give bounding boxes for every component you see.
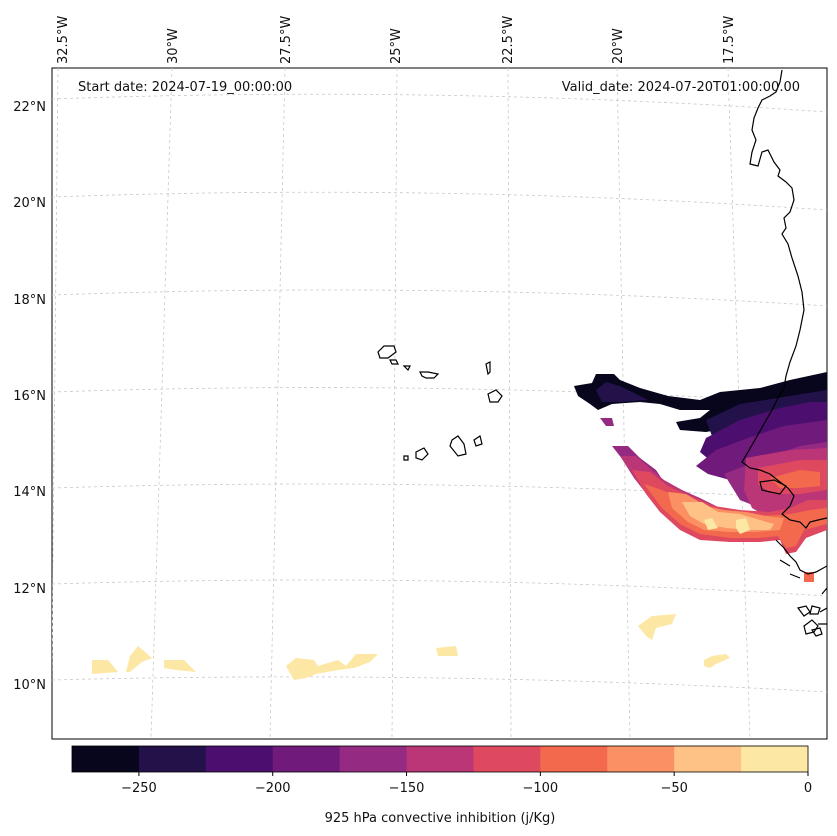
africa-coastline <box>741 69 827 529</box>
lat-label: 14°N <box>13 485 46 500</box>
lat-label: 10°N <box>13 678 46 693</box>
lon-label: 25°W <box>389 28 404 64</box>
colorbar-swatch <box>473 746 541 772</box>
lon-label: 17.5°W <box>722 16 737 64</box>
lat-label: 18°N <box>13 293 46 308</box>
cin-band-0-inner <box>704 518 750 534</box>
lat-label: 12°N <box>13 582 46 597</box>
cin-band-25 <box>682 502 774 530</box>
cape-verde-islands <box>377 345 503 461</box>
lon-label: 22.5°W <box>501 16 516 64</box>
lon-label: 30°W <box>166 28 181 64</box>
colorbar-swatch <box>607 746 675 772</box>
colorbar-tick-label: 0 <box>804 781 812 796</box>
santiago <box>449 435 467 457</box>
start-date-label: Start date: 2024-07-19_00:00:00 <box>78 80 292 95</box>
sao-vicente <box>389 359 399 365</box>
cin-patch-6 <box>638 614 676 640</box>
lat-label: 20°N <box>13 196 46 211</box>
santo-antao <box>377 345 397 359</box>
lat-label: 16°N <box>13 389 46 404</box>
longitude-gridlines <box>52 68 751 739</box>
gambia-outline <box>759 479 787 495</box>
colorbar-border <box>71 745 809 773</box>
guinea-bissau-coast <box>775 539 827 637</box>
valid-date-label: Valid_date: 2024-07-20T01:00:00.00 <box>562 80 800 95</box>
cin-patch-2 <box>126 646 152 672</box>
latitude-gridlines <box>52 93 827 693</box>
colorbar-swatch <box>339 746 408 772</box>
sal <box>485 361 491 376</box>
cin-patch-4 <box>286 654 378 680</box>
lon-label: 32.5°W <box>56 16 71 64</box>
colorbar-swatch <box>72 746 140 772</box>
cin-contours <box>92 372 827 680</box>
sao-nicolau <box>419 371 440 379</box>
lon-label: 27.5°W <box>279 16 294 64</box>
colorbar-tick-label: −200 <box>255 781 291 796</box>
colorbar-ticks: −250 −200 −150 −100 −50 0 <box>121 772 812 796</box>
colorbar-swatch <box>540 746 608 772</box>
longitude-labels: 32.5°W 30°W 27.5°W 25°W 22.5°W 20°W 17.5… <box>56 16 737 64</box>
cin-patch-1 <box>92 660 118 674</box>
latitude-labels: 22°N 20°N 18°N 16°N 14°N 12°N 10°N <box>13 100 46 693</box>
colorbar-tick-label: −50 <box>660 781 687 796</box>
brava <box>403 455 409 461</box>
colorbar-swatch <box>741 746 809 772</box>
colorbar-swatch <box>406 746 474 772</box>
colorbar-swatch <box>674 746 742 772</box>
cin-patch-3 <box>164 660 196 672</box>
cin-patch-5 <box>436 646 458 656</box>
colorbar-label: 925 hPa convective inhibition (j/Kg) <box>325 811 556 826</box>
boa-vista <box>487 389 503 403</box>
maio <box>473 435 483 447</box>
colorbar-swatch <box>205 746 274 772</box>
colorbar-tick-label: −100 <box>523 781 559 796</box>
colorbar-tick-label: −250 <box>121 781 157 796</box>
cin-patch-7 <box>704 654 730 668</box>
lon-label: 20°W <box>611 28 626 64</box>
lat-label: 22°N <box>13 100 46 115</box>
colorbar-swatch <box>272 746 341 772</box>
colorbar-tick-label: −150 <box>389 781 425 796</box>
colorbar-swatch <box>138 746 207 772</box>
fogo <box>415 447 429 461</box>
santa-luzia <box>402 365 411 372</box>
colorbar <box>71 745 809 773</box>
